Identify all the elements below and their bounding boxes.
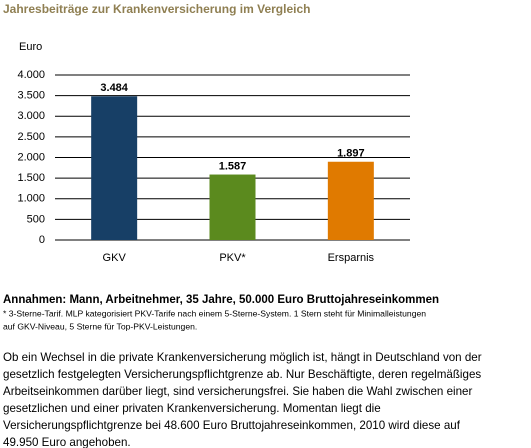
x-tick-label: GKV: [103, 252, 127, 264]
paragraph-line: Versicherungspflichtgrenze bei 48.600 Eu…: [3, 419, 461, 432]
y-tick-label: 3.000: [17, 110, 45, 122]
y-tick-label: 1.500: [17, 172, 45, 184]
paragraph-line: Arbeitseinkommen darüber liegt, sind ver…: [3, 385, 472, 398]
footnote: * 3-Sterne-Tarif. MLP kategorisiert PKV-…: [3, 308, 426, 318]
y-tick-label: 1.000: [17, 193, 45, 205]
y-tick-label: 500: [27, 213, 45, 225]
bar: [209, 174, 256, 240]
y-axis-label: Euro: [19, 41, 42, 53]
y-tick-label: 0: [39, 234, 45, 246]
paragraph-line: gesetzlich festgelegten Versicherungspfl…: [3, 368, 481, 381]
assumptions: Annahmen: Mann, Arbeitnehmer, 35 Jahre, …: [3, 294, 439, 306]
value-label: 1.587: [219, 160, 247, 172]
bar: [91, 96, 138, 240]
paragraph-line: Ob ein Wechsel in die private Krankenver…: [3, 351, 482, 364]
footnote: auf GKV-Niveau, 5 Sterne für Top-PKV-Lei…: [3, 321, 197, 331]
x-tick-label: Ersparnis: [328, 252, 375, 264]
paragraph-line: 49.950 Euro angehoben.: [3, 436, 131, 448]
x-tick-label: PKV*: [219, 252, 246, 264]
value-label: 3.484: [100, 82, 128, 94]
y-tick-label: 2.000: [17, 151, 45, 163]
paragraph-line: gesetzlichen und einer privaten Krankenv…: [3, 402, 381, 415]
bar: [327, 161, 374, 240]
y-tick-label: 3.500: [17, 90, 45, 102]
y-tick-label: 2.500: [17, 131, 45, 143]
chart-title: Jahresbeiträge zur Krankenversicherung i…: [3, 2, 310, 16]
value-label: 1.897: [337, 148, 365, 160]
y-tick-label: 4.000: [17, 69, 45, 81]
